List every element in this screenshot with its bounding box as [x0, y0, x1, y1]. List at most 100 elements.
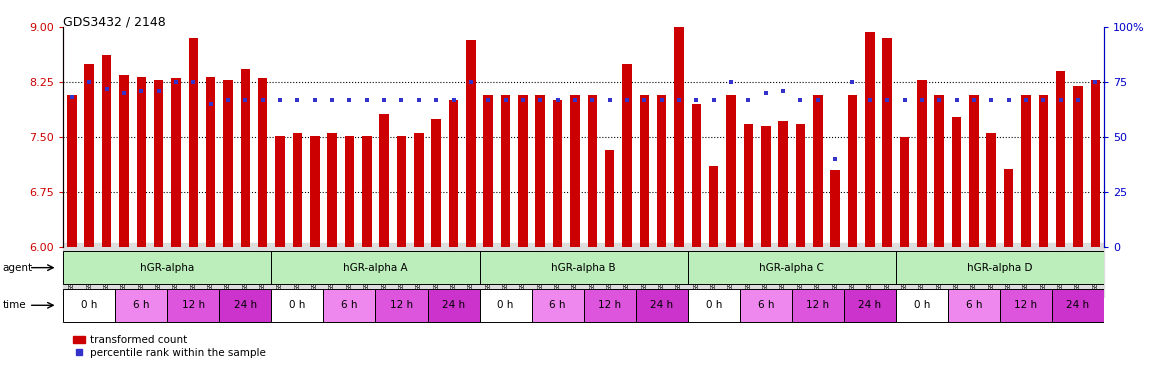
Text: 0 h: 0 h [498, 300, 514, 310]
Bar [102, 55, 112, 247]
Point [497, 96, 515, 103]
Bar [639, 95, 649, 247]
Point [63, 94, 82, 101]
Point [808, 96, 827, 103]
Bar [431, 119, 440, 247]
Text: 6 h: 6 h [758, 300, 774, 310]
Point [1068, 96, 1087, 103]
Point [566, 96, 584, 103]
Text: 0 h: 0 h [914, 300, 930, 310]
Bar [275, 136, 285, 247]
Point [218, 96, 237, 103]
Bar [500, 95, 511, 247]
Bar [63, 289, 115, 322]
Point [843, 79, 861, 85]
Bar [240, 70, 251, 247]
Point [930, 96, 949, 103]
Text: 24 h: 24 h [650, 300, 673, 310]
Bar [727, 95, 736, 247]
Point [999, 96, 1018, 103]
Point [877, 96, 896, 103]
Text: hGR-alpha A: hGR-alpha A [343, 263, 408, 273]
Bar [345, 136, 354, 247]
Point [392, 96, 411, 103]
Text: 24 h: 24 h [233, 300, 256, 310]
Bar [223, 80, 232, 247]
Point [965, 96, 983, 103]
Text: 12 h: 12 h [182, 300, 205, 310]
Bar [584, 289, 636, 322]
Bar [935, 95, 944, 247]
Bar [428, 289, 480, 322]
Bar [896, 289, 948, 322]
Bar [67, 95, 77, 247]
Point [289, 96, 307, 103]
Point [184, 79, 202, 85]
Text: hGR-alpha D: hGR-alpha D [967, 263, 1033, 273]
Point [150, 88, 168, 94]
Bar [1021, 95, 1030, 247]
Point [132, 88, 151, 94]
Text: 12 h: 12 h [1014, 300, 1037, 310]
Bar [952, 116, 961, 247]
Point [167, 79, 185, 85]
Point [860, 96, 879, 103]
Bar [271, 289, 323, 322]
Bar [708, 167, 719, 247]
Bar [375, 289, 428, 322]
Bar [168, 289, 220, 322]
Text: agent: agent [2, 263, 32, 273]
Bar [948, 289, 999, 322]
Text: 6 h: 6 h [966, 300, 982, 310]
Point [98, 86, 116, 92]
Point [340, 96, 359, 103]
Point [1017, 96, 1035, 103]
Bar [896, 251, 1104, 284]
Point [549, 96, 567, 103]
Point [896, 96, 914, 103]
Text: GDS3432 / 2148: GDS3432 / 2148 [63, 15, 166, 28]
Bar [1052, 289, 1104, 322]
Point [1051, 96, 1070, 103]
Bar [1038, 95, 1048, 247]
Bar [292, 133, 302, 247]
Bar [1056, 71, 1065, 247]
Bar [553, 100, 562, 247]
Bar [830, 170, 840, 247]
Point [722, 79, 741, 85]
Bar [691, 104, 702, 247]
Point [618, 96, 636, 103]
Bar [154, 80, 163, 247]
Text: hGR-alpha C: hGR-alpha C [759, 263, 825, 273]
Bar [636, 289, 688, 322]
Bar [588, 95, 597, 247]
Text: 0 h: 0 h [82, 300, 98, 310]
Bar [570, 95, 580, 247]
Text: 0 h: 0 h [290, 300, 306, 310]
Point [635, 96, 653, 103]
Bar [813, 95, 822, 247]
Point [201, 101, 220, 107]
Point [1034, 96, 1052, 103]
Bar [414, 133, 423, 247]
Point [1086, 79, 1104, 85]
Bar [744, 124, 753, 247]
Point [427, 96, 445, 103]
Bar [987, 133, 996, 247]
Point [461, 79, 480, 85]
Point [669, 96, 688, 103]
Bar [397, 136, 406, 247]
Text: hGR-alpha B: hGR-alpha B [551, 263, 616, 273]
Legend: transformed count, percentile rank within the sample: transformed count, percentile rank withi… [69, 331, 270, 362]
Text: 24 h: 24 h [442, 300, 465, 310]
Point [531, 96, 550, 103]
Text: 6 h: 6 h [133, 300, 150, 310]
Bar [536, 95, 545, 247]
Text: 0 h: 0 h [706, 300, 722, 310]
Point [444, 96, 462, 103]
Bar [999, 289, 1052, 322]
Bar [739, 289, 791, 322]
Point [688, 96, 706, 103]
Bar [206, 77, 215, 247]
Bar [310, 136, 320, 247]
